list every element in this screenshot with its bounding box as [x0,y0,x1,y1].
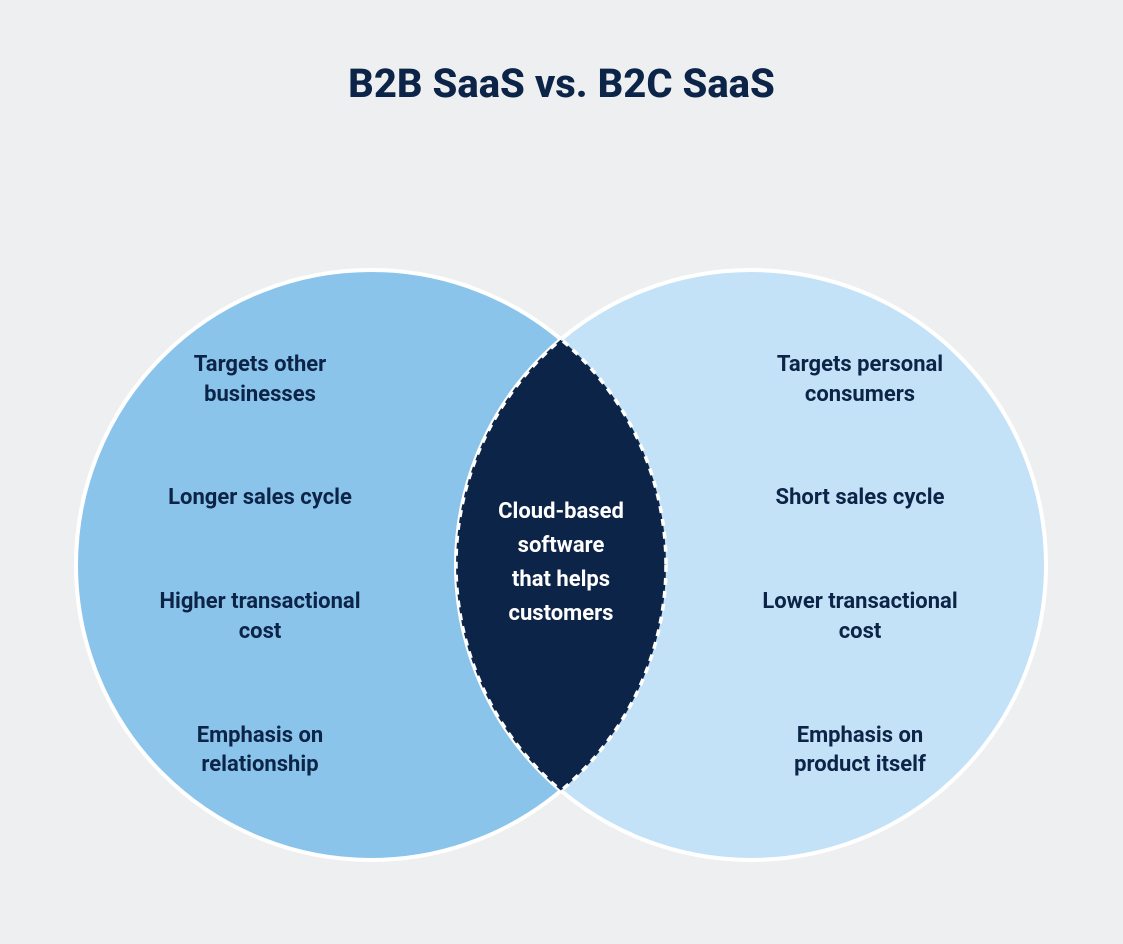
left-item-3: Higher transactional cost [159,587,360,646]
left-item-2: Longer sales cycle [168,483,352,513]
text: Cloud-based [498,499,624,524]
text: Short sales cycle [776,485,945,510]
text: software [518,533,605,558]
text: Emphasis on [197,723,324,748]
text: that helps [512,567,610,592]
text: consumers [805,382,915,407]
text: businesses [204,382,316,407]
text: customers [509,601,614,626]
left-item-4: Emphasis on relationship [197,721,324,780]
text: product itself [794,752,926,777]
venn-left-items: Targets other businesses Longer sales cy… [120,350,400,780]
venn-right-items: Targets personal consumers Short sales c… [720,350,1000,780]
text: cost [239,619,282,644]
text: cost [839,619,882,644]
text: Lower transactional [762,589,957,614]
right-item-3: Lower transactional cost [762,587,957,646]
venn-center-text: Cloud-based software that helps customer… [471,495,651,631]
text: Targets personal [777,352,943,377]
text: Targets other [194,352,326,377]
text: Emphasis on [797,723,924,748]
right-item-4: Emphasis on product itself [794,721,926,780]
left-item-1: Targets other businesses [194,350,326,409]
text: Longer sales cycle [168,485,352,510]
text: Higher transactional [159,589,360,614]
right-item-2: Short sales cycle [776,483,945,513]
right-item-1: Targets personal consumers [777,350,943,409]
text: relationship [201,752,318,777]
